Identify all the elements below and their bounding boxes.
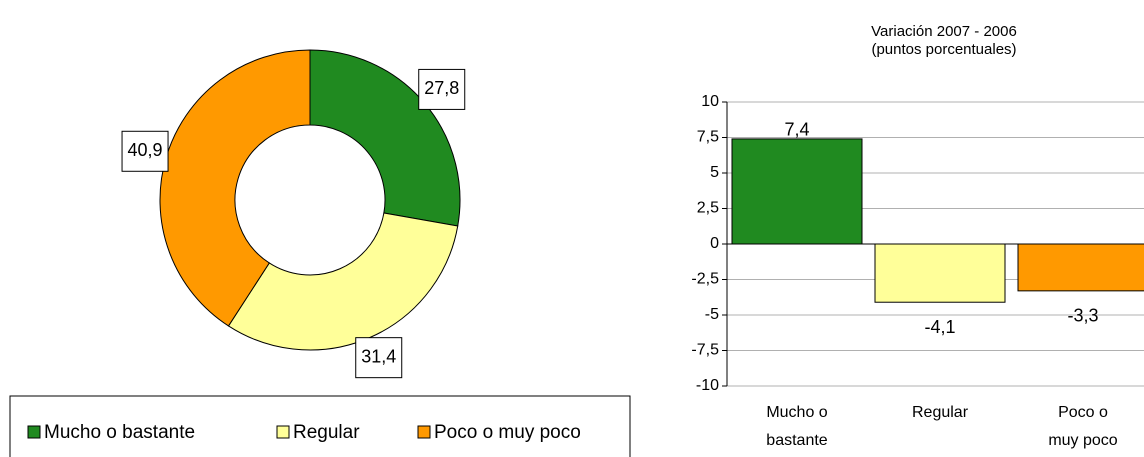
bar bbox=[731, 138, 863, 245]
data-label: 27,8 bbox=[424, 78, 459, 98]
y-tick-label: 10 bbox=[701, 93, 719, 110]
data-label-box bbox=[121, 130, 169, 172]
legend-swatch bbox=[417, 425, 431, 439]
legend-swatch bbox=[276, 425, 290, 439]
x-tick-label: Poco o muy poco bbox=[1048, 404, 1117, 449]
bar bbox=[1017, 243, 1144, 292]
data-label: 40,9 bbox=[128, 140, 163, 160]
data-label-box bbox=[355, 337, 403, 379]
data-label: 7,4 bbox=[784, 120, 809, 140]
data-label: -3,3 bbox=[1067, 306, 1098, 326]
y-tick-label: 7,5 bbox=[697, 129, 719, 146]
y-tick-label: -7,5 bbox=[691, 342, 719, 359]
y-tick-label: -10 bbox=[696, 377, 719, 394]
y-tick-label: 2,5 bbox=[697, 200, 719, 217]
y-tick-label: 5 bbox=[710, 164, 719, 181]
data-label: 31,4 bbox=[361, 346, 396, 366]
data-label-box bbox=[418, 68, 466, 110]
y-tick-label: 0 bbox=[710, 235, 719, 252]
legend-box bbox=[9, 395, 631, 457]
y-tick-label: -5 bbox=[705, 306, 719, 323]
chart-subtitle: (puntos porcentuales) bbox=[871, 41, 1016, 58]
y-tick-label: -2,5 bbox=[691, 271, 719, 288]
donut-slice bbox=[227, 212, 459, 351]
legend-label: Poco o muy poco bbox=[434, 422, 581, 443]
legend-label: Mucho o bastante bbox=[44, 422, 195, 443]
legend-label: Regular bbox=[293, 422, 360, 443]
legend-swatch bbox=[27, 425, 41, 439]
chart-title: Variación 2007 - 2006 bbox=[871, 23, 1017, 40]
donut-slice bbox=[159, 49, 311, 327]
donut-slice bbox=[309, 49, 461, 227]
data-label: -4,1 bbox=[924, 317, 955, 337]
bar bbox=[874, 243, 1006, 303]
x-tick-label: Mucho o bastante bbox=[766, 404, 827, 449]
x-tick-label: Regular bbox=[912, 404, 969, 421]
